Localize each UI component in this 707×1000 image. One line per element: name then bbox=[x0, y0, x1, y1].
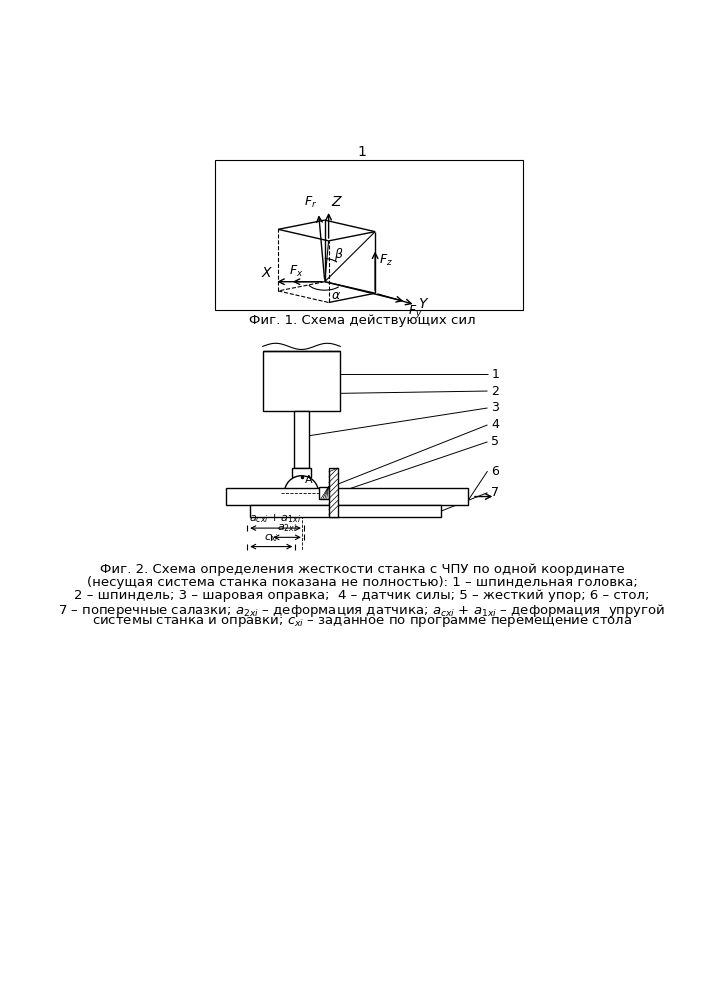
Text: 1: 1 bbox=[358, 145, 366, 159]
Bar bbox=[292, 468, 311, 477]
Text: 4: 4 bbox=[491, 418, 499, 431]
Text: 6: 6 bbox=[491, 465, 499, 478]
Text: $F_r$: $F_r$ bbox=[304, 195, 317, 210]
Bar bbox=[215, 160, 523, 310]
Bar bbox=[263, 351, 340, 411]
Text: 2: 2 bbox=[491, 385, 499, 398]
Text: X: X bbox=[262, 266, 271, 280]
Text: $F_y$: $F_y$ bbox=[409, 303, 423, 320]
Bar bbox=[293, 411, 309, 468]
Circle shape bbox=[284, 476, 319, 510]
Text: 7 – поперечные салазки; $a_{2xi}$ – деформация датчика; $a_{cxi}$ + $a_{1xi}$ – : 7 – поперечные салазки; $a_{2xi}$ – дефо… bbox=[58, 602, 665, 619]
Text: $a_{cxi}+a_{1xi}$: $a_{cxi}+a_{1xi}$ bbox=[250, 512, 302, 525]
Text: A: A bbox=[305, 475, 312, 485]
Bar bbox=[329, 468, 338, 517]
Bar bbox=[250, 505, 441, 517]
Text: $a_{2xi}$: $a_{2xi}$ bbox=[277, 522, 298, 534]
Text: 1: 1 bbox=[491, 368, 499, 381]
Text: Фиг. 2. Схема определения жесткости станка с ЧПУ по одной координате: Фиг. 2. Схема определения жесткости стан… bbox=[100, 563, 624, 576]
Text: $F_x$: $F_x$ bbox=[289, 264, 303, 279]
Text: (несущая система станка показана не полностью): 1 – шпиндельная головка;: (несущая система станка показана не полн… bbox=[86, 576, 637, 589]
Text: $F_z$: $F_z$ bbox=[379, 253, 393, 268]
Text: $\beta$: $\beta$ bbox=[334, 246, 344, 263]
Text: 5: 5 bbox=[491, 435, 499, 448]
Text: $c_{xi}$: $c_{xi}$ bbox=[264, 532, 279, 544]
Text: Y: Y bbox=[419, 297, 427, 311]
Text: 7: 7 bbox=[491, 486, 499, 499]
Text: Фиг. 1. Схема действующих сил: Фиг. 1. Схема действующих сил bbox=[249, 314, 475, 327]
Text: $\alpha$: $\alpha$ bbox=[331, 289, 341, 302]
Bar bbox=[226, 488, 468, 505]
Text: Z: Z bbox=[332, 195, 341, 209]
Text: системы станка и оправки; $c_{xi}$ – заданное по программе перемещение стола: системы станка и оправки; $c_{xi}$ – зад… bbox=[92, 615, 632, 629]
Text: 3: 3 bbox=[491, 401, 499, 414]
Text: 2 – шпиндель; 3 – шаровая оправка;  4 – датчик силы; 5 – жесткий упор; 6 – стол;: 2 – шпиндель; 3 – шаровая оправка; 4 – д… bbox=[74, 589, 650, 602]
Bar bbox=[320, 487, 329, 499]
